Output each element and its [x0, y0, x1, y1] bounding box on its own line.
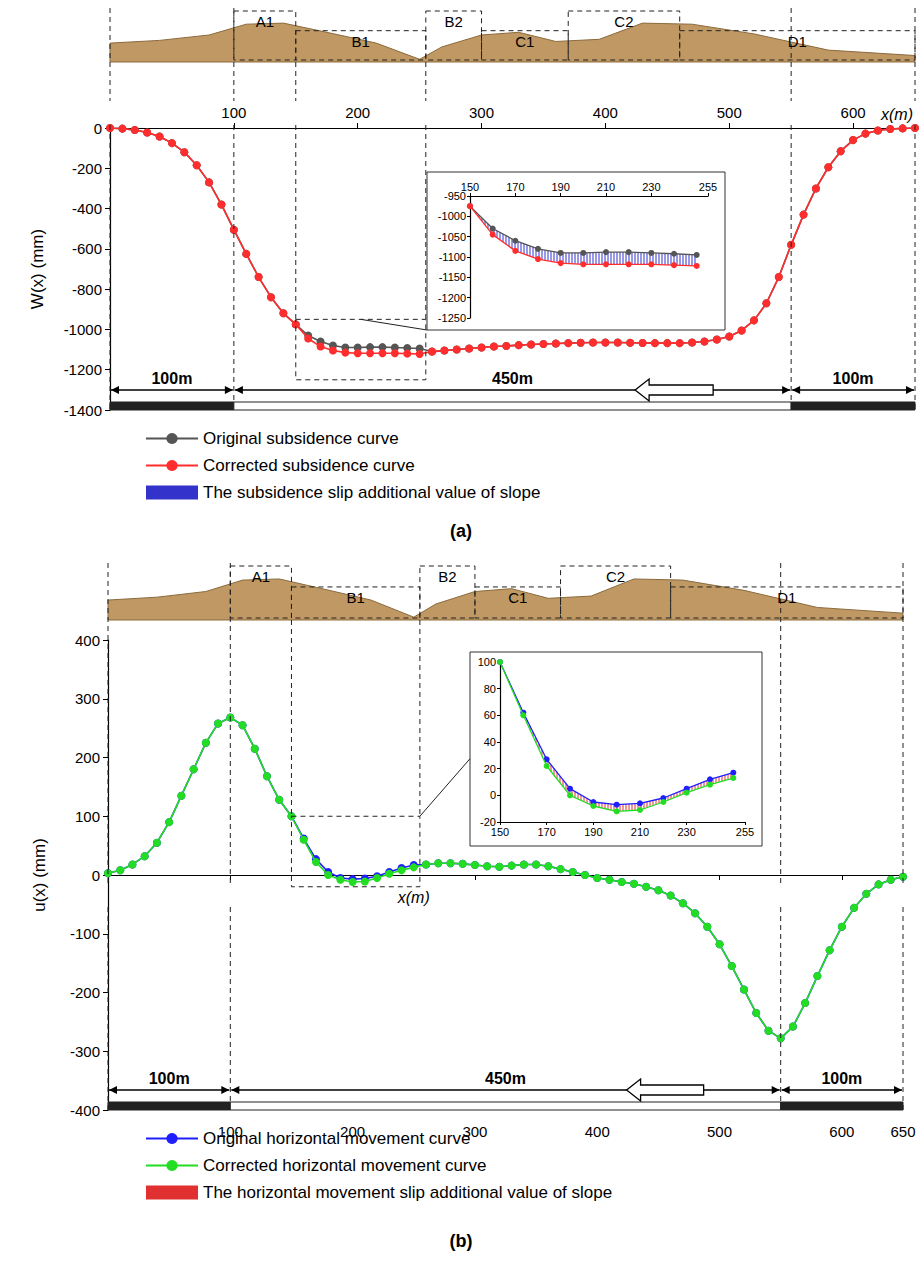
svg-text:60: 60 — [484, 709, 496, 721]
svg-text:0: 0 — [94, 120, 102, 137]
svg-text:500: 500 — [717, 104, 742, 121]
svg-text:100m: 100m — [149, 1070, 190, 1087]
svg-text:The subsidence slip additional: The subsidence slip additional value of … — [203, 483, 540, 502]
svg-text:-200: -200 — [72, 160, 102, 177]
svg-text:-1400: -1400 — [64, 402, 102, 419]
svg-text:-300: -300 — [70, 1043, 100, 1060]
svg-text:400: 400 — [75, 632, 100, 649]
svg-text:40: 40 — [484, 736, 496, 748]
svg-text:-1200: -1200 — [64, 361, 102, 378]
svg-text:A1: A1 — [256, 13, 274, 30]
svg-text:D1: D1 — [788, 33, 807, 50]
svg-text:-1000: -1000 — [64, 321, 102, 338]
svg-text:190: 190 — [584, 826, 602, 838]
svg-text:20: 20 — [484, 763, 496, 775]
svg-text:C1: C1 — [515, 33, 534, 50]
svg-text:210: 210 — [631, 826, 649, 838]
svg-text:Corrected horizontal movement: Corrected horizontal movement curve — [203, 1156, 486, 1175]
svg-text:C2: C2 — [614, 13, 633, 30]
svg-text:-1150: -1150 — [439, 271, 466, 283]
svg-text:255: 255 — [699, 181, 717, 193]
svg-text:600: 600 — [829, 1123, 854, 1140]
svg-text:0: 0 — [92, 867, 100, 884]
svg-text:Original horizontal movement c: Original horizontal movement curve — [203, 1129, 470, 1148]
svg-text:100: 100 — [75, 808, 100, 825]
svg-text:Corrected subsidence curve: Corrected subsidence curve — [203, 456, 415, 475]
svg-text:B2: B2 — [438, 568, 456, 585]
svg-text:400: 400 — [585, 1123, 610, 1140]
svg-text:-400: -400 — [70, 1102, 100, 1119]
svg-text:210: 210 — [597, 181, 615, 193]
svg-text:D1: D1 — [777, 589, 796, 606]
svg-text:300: 300 — [75, 690, 100, 707]
svg-text:W(x) (mm): W(x) (mm) — [28, 229, 47, 309]
svg-text:C2: C2 — [606, 568, 625, 585]
svg-text:450m: 450m — [485, 1070, 526, 1087]
svg-text:(a): (a) — [450, 521, 472, 541]
svg-text:600: 600 — [841, 104, 866, 121]
svg-text:100m: 100m — [833, 370, 874, 387]
svg-text:300: 300 — [469, 104, 494, 121]
svg-text:170: 170 — [537, 826, 555, 838]
svg-text:100: 100 — [478, 656, 496, 668]
svg-text:B1: B1 — [352, 33, 370, 50]
svg-text:200: 200 — [75, 749, 100, 766]
svg-text:C1: C1 — [508, 589, 527, 606]
svg-text:u(x) (mm): u(x) (mm) — [30, 838, 49, 912]
svg-text:-200: -200 — [70, 984, 100, 1001]
svg-text:100: 100 — [221, 104, 246, 121]
svg-text:B2: B2 — [444, 13, 462, 30]
svg-text:150: 150 — [491, 826, 509, 838]
svg-text:400: 400 — [593, 104, 618, 121]
svg-text:170: 170 — [506, 181, 524, 193]
svg-text:-400: -400 — [72, 200, 102, 217]
svg-text:100m: 100m — [151, 370, 192, 387]
svg-text:450m: 450m — [492, 370, 533, 387]
svg-text:-1250: -1250 — [438, 312, 466, 324]
svg-text:190: 190 — [551, 181, 569, 193]
svg-text:230: 230 — [677, 826, 695, 838]
svg-text:255: 255 — [736, 826, 754, 838]
svg-text:-600: -600 — [72, 240, 102, 257]
svg-text:200: 200 — [345, 104, 370, 121]
svg-text:650: 650 — [890, 1123, 915, 1140]
svg-text:-800: -800 — [72, 281, 102, 298]
svg-text:x(m): x(m) — [397, 889, 430, 906]
svg-text:-100: -100 — [70, 925, 100, 942]
svg-text:100m: 100m — [821, 1070, 862, 1087]
svg-text:-1050: -1050 — [438, 231, 466, 243]
svg-text:-1200: -1200 — [438, 292, 466, 304]
svg-text:-950: -950 — [444, 190, 466, 202]
svg-text:-1000: -1000 — [438, 210, 466, 222]
svg-text:x(m): x(m) — [880, 106, 913, 123]
svg-text:150: 150 — [461, 181, 479, 193]
svg-text:300: 300 — [462, 1123, 488, 1140]
svg-text:(b): (b) — [450, 1231, 473, 1251]
svg-text:-20: -20 — [480, 816, 496, 828]
svg-text:500: 500 — [707, 1123, 732, 1140]
svg-text:B1: B1 — [346, 589, 364, 606]
svg-text:230: 230 — [642, 181, 660, 193]
svg-text:A1: A1 — [252, 568, 270, 585]
svg-text:80: 80 — [484, 683, 496, 695]
svg-text:0: 0 — [490, 789, 496, 801]
svg-text:Original subsidence curve: Original subsidence curve — [203, 429, 399, 448]
svg-text:-1100: -1100 — [439, 251, 466, 263]
svg-text:The horizontal movement slip a: The horizontal movement slip additional … — [203, 1183, 612, 1202]
